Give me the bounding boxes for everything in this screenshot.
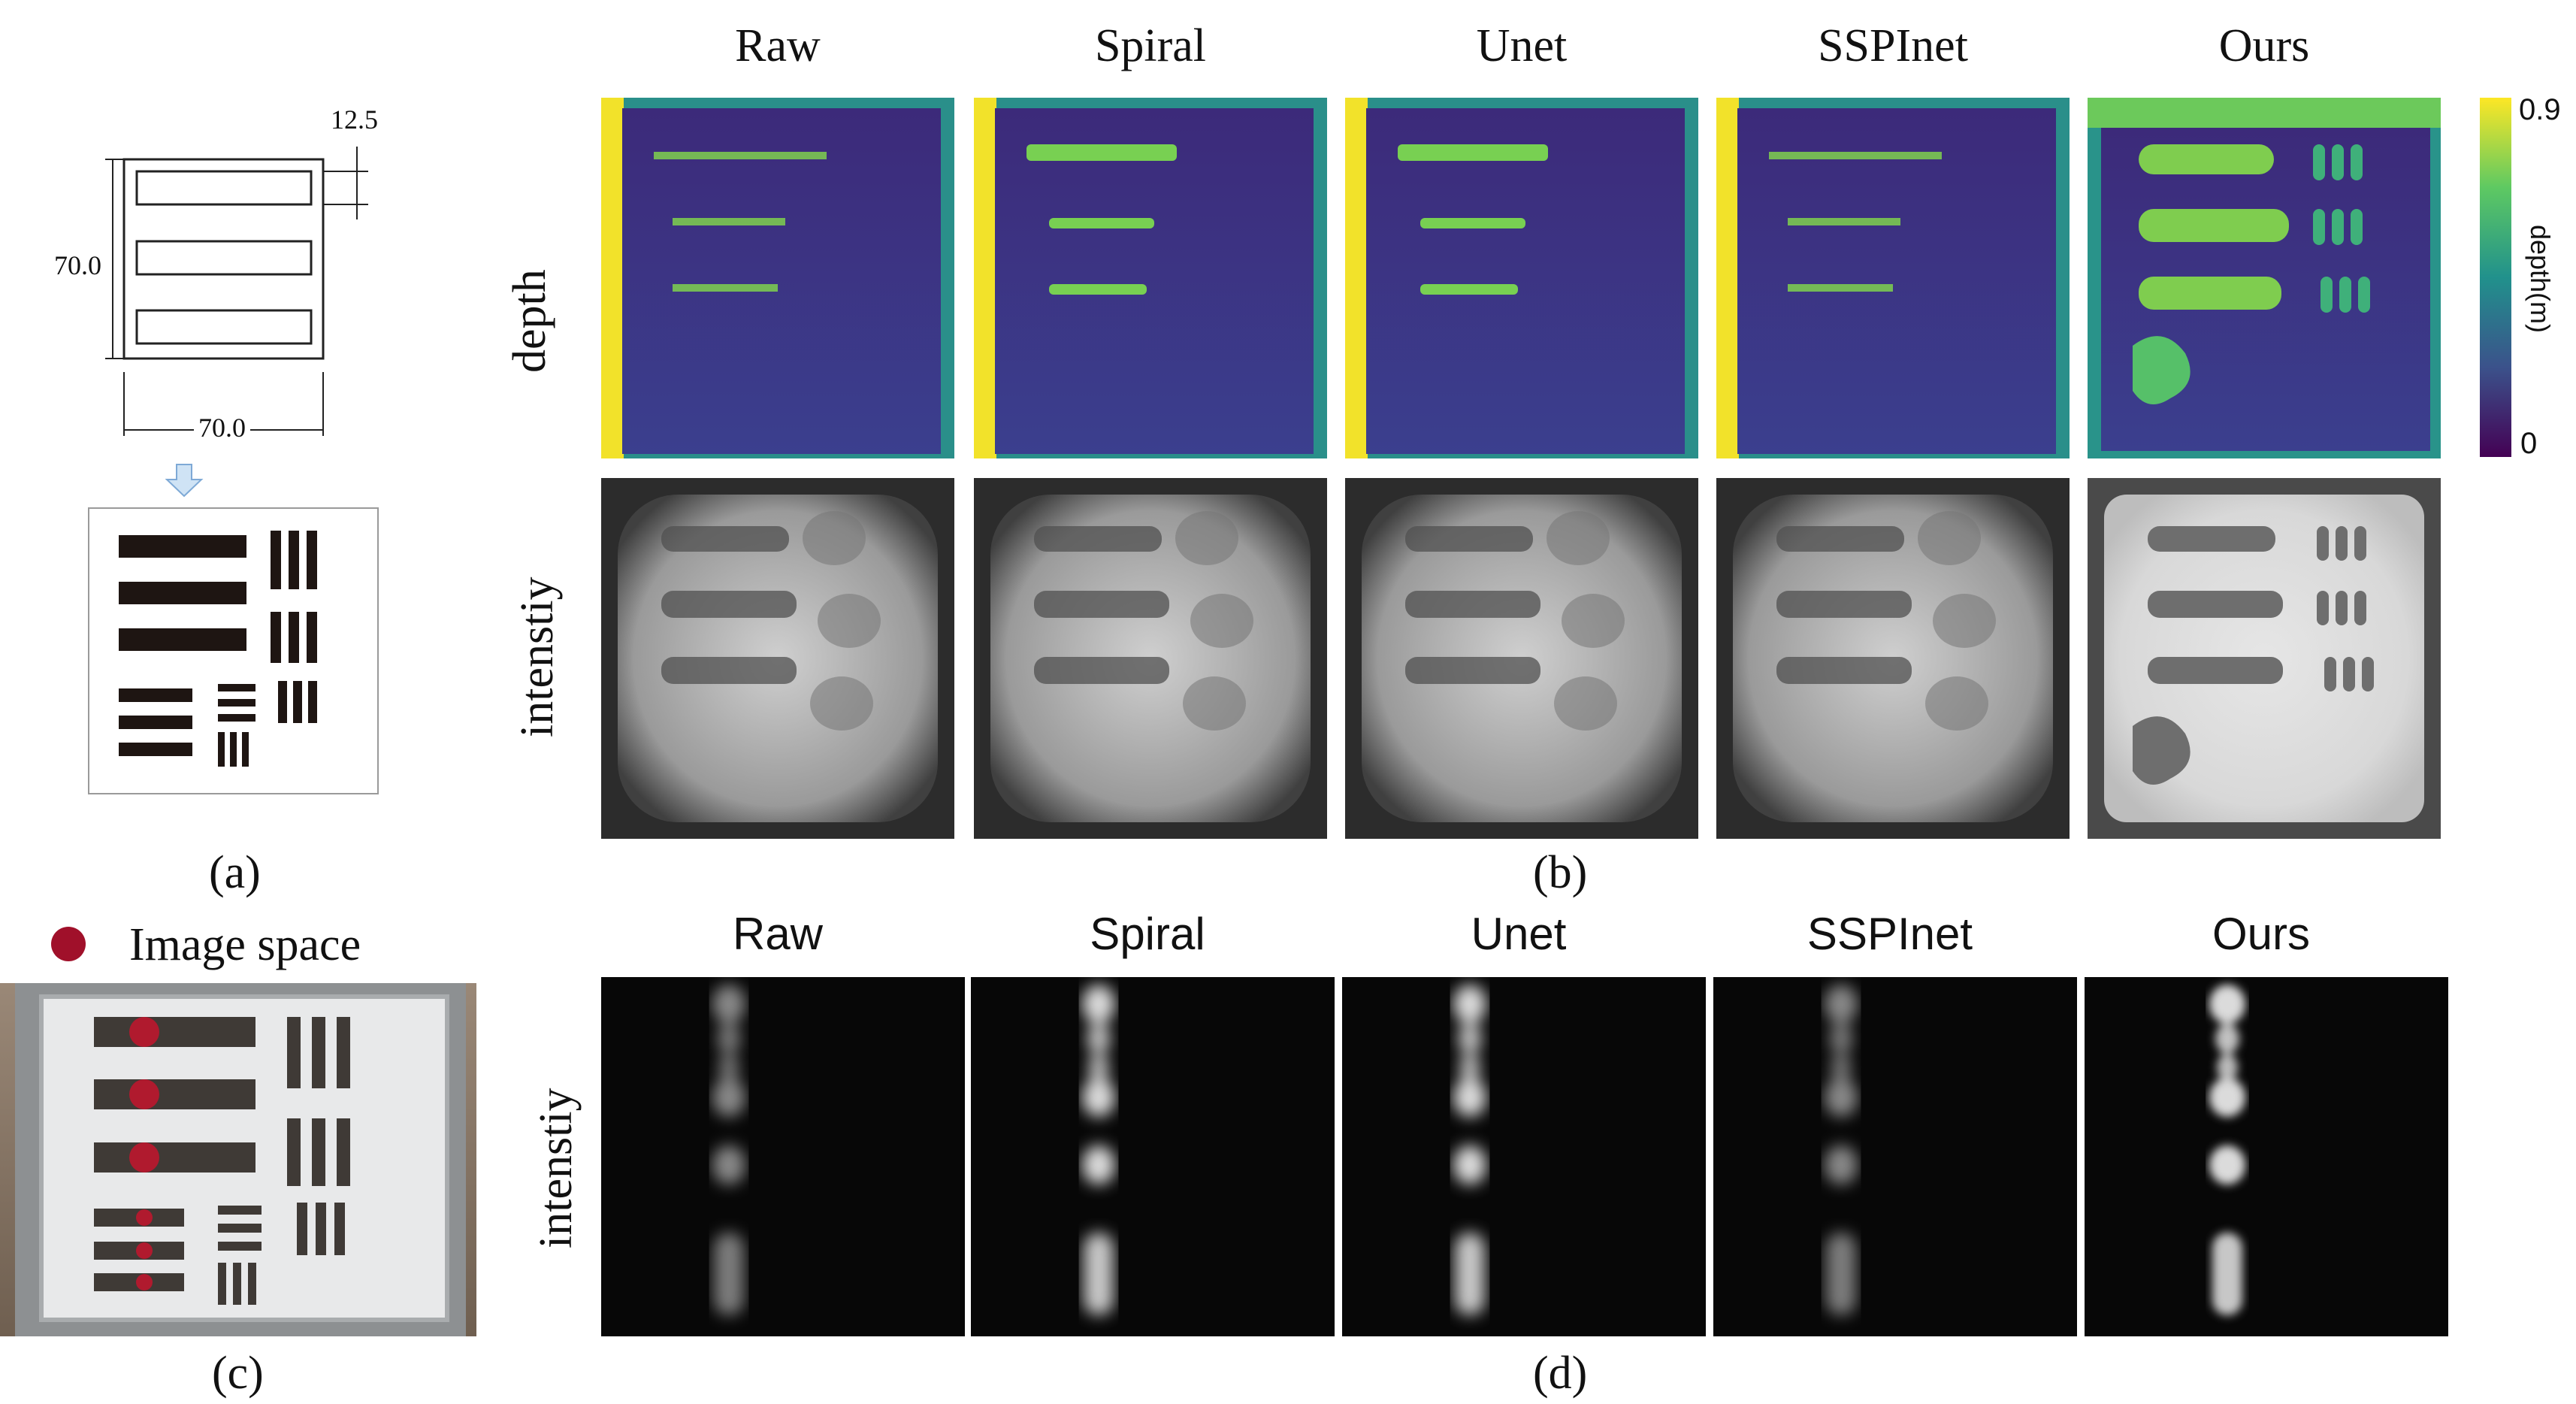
intensity-map-b-unet: [1345, 478, 1698, 839]
caption-b: (b): [1533, 847, 1588, 898]
colorbar-min-label: 0: [2520, 427, 2538, 460]
header-d-sspinet: SSPInet: [1807, 909, 1973, 959]
intensity-map-d-ours: [2085, 977, 2448, 1336]
header-b-spiral: Spiral: [1094, 20, 1207, 71]
panel-a-schematic: 12.5 70.0 70.0: [0, 0, 466, 864]
header-b-sspinet: SSPInet: [1818, 20, 1968, 71]
header-d-ours: Ours: [2212, 909, 2311, 959]
row-label-intensity-d: intenstiy: [531, 1088, 582, 1248]
intensity-map-d-raw: [601, 977, 965, 1336]
header-b-unet: Unet: [1476, 20, 1568, 71]
header-b-ours: Ours: [2218, 20, 2310, 71]
dim-label-left: 70.0: [54, 250, 101, 280]
caption-c: (c): [212, 1348, 264, 1399]
intensity-map-b-spiral: [974, 478, 1327, 839]
dim-label-top: 12.5: [331, 104, 378, 135]
intensity-map-b-sspinet: [1716, 478, 2070, 839]
header-d-spiral: Spiral: [1090, 909, 1205, 959]
depth-map-sspinet: [1716, 98, 2070, 458]
intensity-map-b-raw: [601, 478, 954, 839]
depth-map-unet: [1345, 98, 1698, 458]
legend-label-image-space: Image space: [129, 919, 361, 970]
intensity-map-d-sspinet: [1713, 977, 2077, 1336]
row-label-depth: depth: [504, 269, 555, 373]
intensity-map-d-unet: [1342, 977, 1706, 1336]
header-d-unet: Unet: [1471, 909, 1567, 959]
legend-marker: [51, 927, 86, 961]
dim-label-bottom: 70.0: [194, 412, 250, 443]
photo-target-board: [0, 983, 476, 1336]
header-b-raw: Raw: [735, 20, 821, 71]
row-label-intensity-b: intenstiy: [512, 576, 563, 737]
caption-d: (d): [1533, 1348, 1588, 1399]
depth-map-spiral: [974, 98, 1327, 458]
intensity-map-d-spiral: [971, 977, 1335, 1336]
intensity-map-b-ours: [2088, 478, 2441, 839]
depth-colorbar: [2480, 98, 2511, 457]
depth-map-ours: [2088, 98, 2441, 458]
depth-map-raw: [601, 98, 954, 458]
colorbar-max-label: 0.9: [2519, 93, 2561, 126]
header-d-raw: Raw: [732, 909, 824, 959]
caption-a: (a): [209, 847, 261, 898]
colorbar-title: depth(m): [2525, 224, 2556, 334]
